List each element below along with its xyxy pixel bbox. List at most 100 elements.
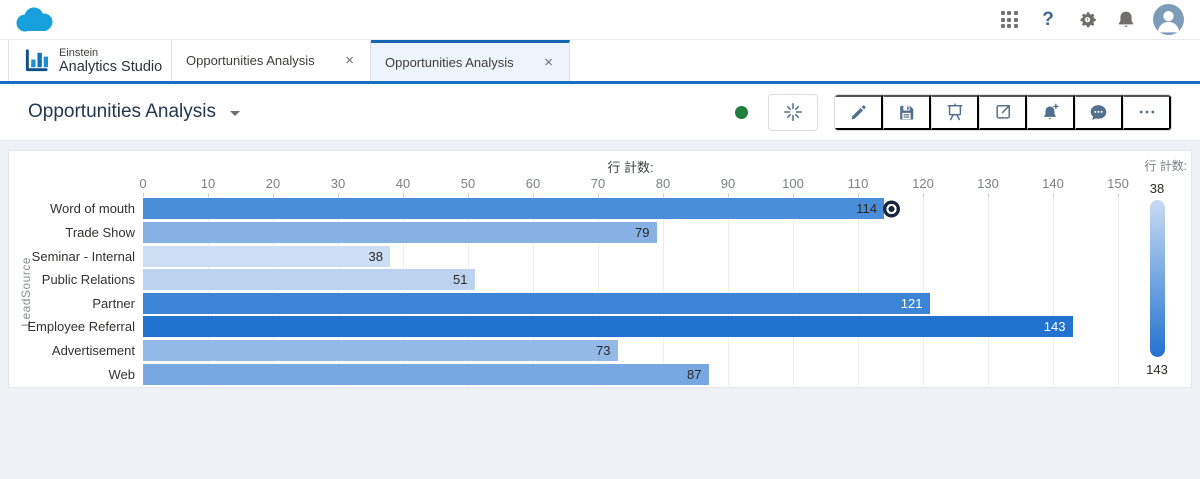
bar-advertisement[interactable]: 73 bbox=[143, 340, 618, 362]
tab-label: Opportunities Analysis bbox=[385, 54, 514, 70]
einstein-assistant-button[interactable] bbox=[768, 93, 818, 131]
user-avatar[interactable] bbox=[1153, 4, 1184, 35]
bar-value-label: 121 bbox=[900, 295, 923, 311]
bar-employee-referral[interactable]: 143 bbox=[143, 316, 1073, 338]
bar-public-relations[interactable]: 51 bbox=[143, 269, 475, 291]
tab-opportunities-analysis-1[interactable]: Opportunities Analysis × bbox=[172, 40, 371, 81]
bar-seminar-internal[interactable]: 38 bbox=[143, 245, 390, 267]
color-legend: 行 計数: 38 143 bbox=[1124, 157, 1190, 377]
present-button[interactable] bbox=[931, 94, 979, 130]
x-tick-mark bbox=[338, 193, 339, 197]
category-label: Trade Show bbox=[65, 224, 135, 240]
x-tick-mark bbox=[208, 193, 209, 197]
x-tick-mark bbox=[467, 193, 469, 197]
bar-value-label: 38 bbox=[368, 248, 383, 264]
x-tick-mark bbox=[273, 193, 274, 197]
plot-area: 114 79 38 51 121 143 73 87 bbox=[143, 197, 1119, 386]
x-tick-label: 20 bbox=[265, 176, 281, 191]
notifications-bell-icon[interactable] bbox=[1114, 8, 1138, 32]
save-button[interactable] bbox=[883, 94, 931, 130]
bar-row: 121 bbox=[143, 292, 1118, 316]
x-tick-mark bbox=[988, 193, 989, 197]
x-tick-label: 100 bbox=[782, 176, 804, 191]
gridline bbox=[273, 197, 274, 386]
subscribe-button[interactable] bbox=[1027, 94, 1075, 130]
annotations-button[interactable] bbox=[1075, 94, 1123, 130]
x-tick-label: 40 bbox=[395, 176, 411, 191]
x-tick-label: 30 bbox=[330, 176, 346, 191]
gridline bbox=[467, 197, 469, 386]
x-tick-label: 110 bbox=[847, 176, 869, 191]
x-tick-label: 150 bbox=[1107, 176, 1129, 191]
category-label: Seminar - Internal bbox=[31, 248, 135, 264]
cursor-ring-marker bbox=[883, 200, 900, 218]
edit-button[interactable] bbox=[835, 94, 883, 130]
x-tick-mark bbox=[403, 193, 404, 197]
x-tick-label: 80 bbox=[655, 176, 671, 191]
x-tick-mark bbox=[1118, 193, 1119, 197]
toolbar bbox=[735, 93, 1172, 131]
bar-partner[interactable]: 121 bbox=[143, 292, 930, 314]
gridline bbox=[598, 197, 599, 386]
x-axis-tick-labels: 0 10 20 30 40 50 60 70 80 90 100 110 120 130 140 150 bbox=[139, 176, 1128, 192]
gridline bbox=[1053, 197, 1054, 386]
help-icon[interactable]: ? bbox=[1042, 8, 1054, 30]
x-tick-mark bbox=[143, 193, 144, 197]
analytics-studio-logo-icon bbox=[23, 47, 50, 74]
salesforce-cloud-icon bbox=[12, 5, 58, 35]
product-name: Einstein Analytics Studio bbox=[59, 46, 163, 75]
x-tick-mark bbox=[663, 193, 664, 197]
bar-row: 114 bbox=[143, 197, 1118, 221]
tab-opportunities-analysis-2[interactable]: Opportunities Analysis × bbox=[371, 40, 570, 81]
x-axis-title: 行 計数: bbox=[607, 160, 654, 175]
x-tick-label: 90 bbox=[720, 176, 736, 191]
x-tick-mark bbox=[923, 193, 924, 197]
bar-value-label: 73 bbox=[596, 343, 611, 359]
share-icon bbox=[993, 102, 1013, 122]
x-tick-label: 130 bbox=[977, 176, 999, 191]
bar-row: 38 bbox=[143, 244, 1118, 268]
bar-row: 143 bbox=[143, 315, 1118, 339]
category-label: Employee Referral bbox=[27, 319, 135, 335]
gridline bbox=[988, 197, 989, 386]
category-label: Partner bbox=[92, 295, 135, 311]
setup-gear-icon[interactable] bbox=[1075, 8, 1099, 32]
bar-row: 73 bbox=[143, 339, 1118, 363]
bar-value-label: 87 bbox=[687, 366, 702, 382]
bar-value-label: 51 bbox=[453, 272, 468, 288]
tab-close-icon[interactable]: × bbox=[544, 53, 553, 71]
analytics-studio-home[interactable]: Einstein Analytics Studio bbox=[8, 40, 172, 81]
pencil-icon bbox=[849, 103, 868, 122]
category-label: Web bbox=[108, 366, 136, 382]
bar-trade-show[interactable]: 79 bbox=[143, 221, 657, 243]
gridline bbox=[858, 197, 859, 386]
category-label: Public Relations bbox=[41, 272, 135, 288]
legend-gradient-bar bbox=[1149, 200, 1165, 357]
x-tick-mark bbox=[598, 193, 599, 197]
chat-bubble-icon bbox=[1088, 102, 1109, 123]
bar-value-label: 79 bbox=[635, 224, 650, 240]
chevron-down-icon bbox=[230, 110, 240, 116]
x-tick-label: 140 bbox=[1042, 176, 1064, 191]
app-launcher-icon[interactable] bbox=[997, 8, 1021, 32]
gridline bbox=[923, 197, 924, 386]
x-tick-mark bbox=[728, 193, 729, 197]
header-icons: ? bbox=[997, 4, 1184, 35]
x-tick-mark bbox=[792, 193, 794, 197]
salesforce-logo[interactable] bbox=[12, 5, 58, 35]
bar-word-of-mouth[interactable]: 114 bbox=[143, 198, 900, 220]
bar-chart-widget: 行 計数: 0 10 20 30 40 50 60 70 80 90 100 110 120 130 140… bbox=[8, 150, 1192, 388]
x-tick-mark bbox=[1053, 193, 1054, 197]
ellipsis-icon bbox=[1137, 102, 1157, 122]
gridline bbox=[1118, 197, 1119, 386]
x-tick-label: 60 bbox=[525, 176, 541, 191]
gridline bbox=[403, 197, 404, 386]
more-actions-button[interactable] bbox=[1123, 94, 1171, 130]
share-button[interactable] bbox=[979, 94, 1027, 130]
x-tick-label: 10 bbox=[200, 176, 216, 191]
legend-min-value: 38 bbox=[1149, 181, 1165, 196]
tab-close-icon[interactable]: × bbox=[345, 52, 354, 69]
bar-web[interactable]: 87 bbox=[143, 363, 709, 385]
x-tick-label: 120 bbox=[912, 176, 934, 191]
dashboard-title-dropdown[interactable]: Opportunities Analysis bbox=[28, 101, 240, 123]
